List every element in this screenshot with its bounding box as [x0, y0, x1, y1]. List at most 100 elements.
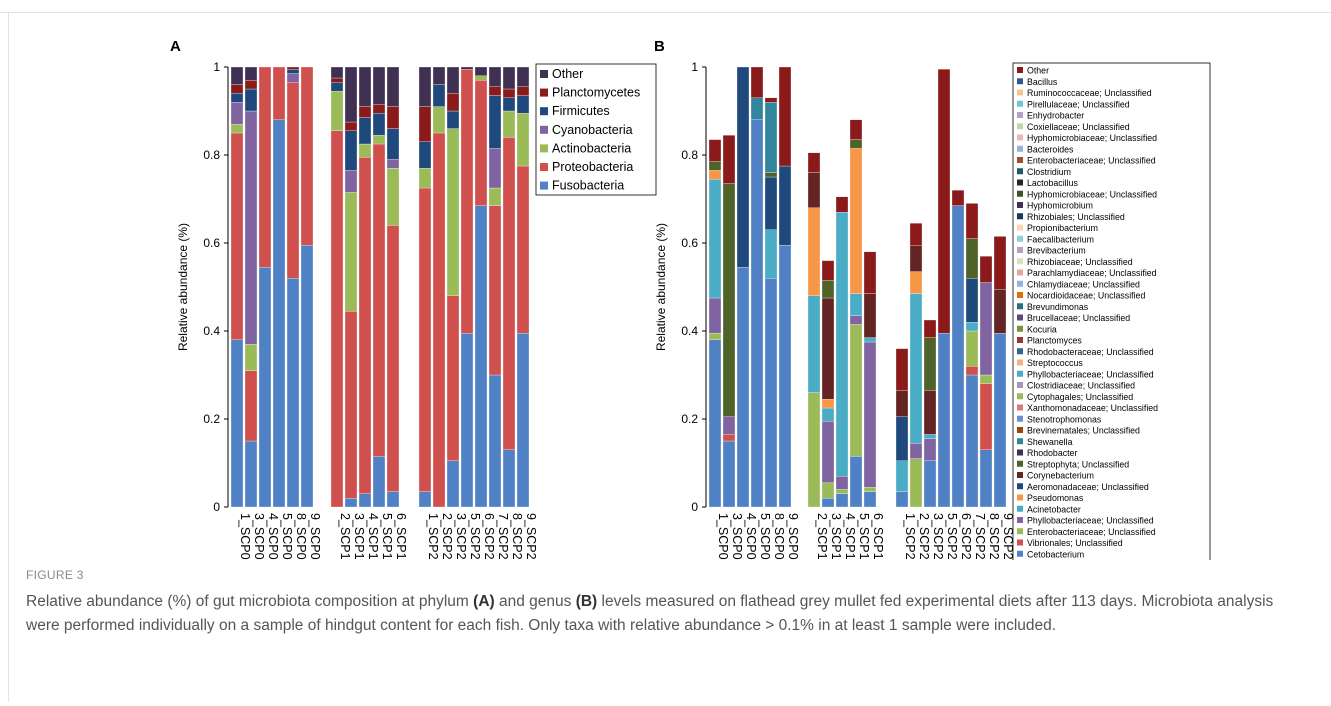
bar-segment-other [835, 196, 849, 213]
y-tick-label: 0.2 [203, 412, 220, 426]
legend-b-swatch [1017, 438, 1023, 445]
legend-b-swatch [1017, 382, 1023, 388]
legend-b-label: Bacteroides [1027, 144, 1074, 154]
legend-a-label: Cyanobacteria [552, 123, 633, 137]
bar-segment-firmicutes [286, 69, 300, 74]
bar-segment-fusobacteria [286, 278, 300, 508]
bar-segment-pseudomonas [849, 148, 863, 294]
bar-segment-actinobacteria [230, 124, 244, 134]
figure-caption: Relative abundance (%) of gut microbiota… [26, 590, 1306, 638]
bar-segment-corynebacterium [807, 172, 821, 208]
bar-segment-cyanobacteria [230, 102, 244, 125]
x-tick-label: 6_SCP20 [959, 513, 973, 560]
bar-segment-pseudomonas [909, 271, 923, 294]
bar-segment-proteobacteria [516, 165, 530, 334]
bar-segment-cetobacterium [835, 493, 849, 508]
y-axis-label: Relative abundance (%) [176, 223, 190, 351]
legend-a-label: Other [552, 67, 583, 81]
bar-segment-enterobacteriaceae-unclassified [909, 458, 923, 508]
bar-segment-other [386, 66, 400, 107]
bar-segment-planctomycetes [230, 84, 244, 94]
bar-segment-actinobacteria [372, 135, 386, 145]
x-tick-label: 5_SCP0 [758, 513, 772, 560]
bar-segment-proteobacteria [502, 137, 516, 450]
legend-b-swatch [1017, 427, 1023, 433]
bar-segment-planctomycetes [344, 121, 358, 131]
figure-label: FIGURE 3 [26, 568, 84, 582]
x-tick-label: 1_SCP0 [238, 513, 252, 560]
bar-segment-fusobacteria [230, 339, 244, 508]
legend-b-label: Aeromonadaceae; Unclassified [1027, 482, 1149, 492]
bar-segment-other [821, 260, 835, 281]
legend-b-label: Lactobacillus [1027, 178, 1078, 188]
frame-top-rule [0, 12, 1331, 13]
bar-segment-shewanella [750, 97, 764, 120]
legend-b-swatch [1017, 517, 1023, 523]
bar-segment-proteobacteria [330, 130, 344, 508]
bar-segment-acinetobacter [909, 293, 923, 444]
legend-b-swatch [1017, 449, 1023, 456]
bar-stack-9-scp0 [300, 66, 314, 508]
legend-b-label: Hyphomicrobium [1027, 201, 1093, 211]
legend-b-swatch [1017, 78, 1023, 85]
legend-a-swatch [540, 181, 548, 190]
bar-segment-planctomycetes [286, 66, 300, 70]
bar-segment-proteobacteria [258, 66, 272, 268]
legend-b-swatch [1017, 404, 1023, 411]
bar-segment-corynebacterium [821, 297, 835, 400]
x-tick-label: 6_SCP10 [394, 513, 408, 560]
bar-stack-3-scp20 [446, 66, 460, 508]
bar-segment-proteobacteria [460, 69, 474, 334]
legend-b-swatch [1017, 179, 1023, 186]
legend-b-label: Cytophagales; Unclassified [1027, 392, 1133, 402]
x-tick-label: 3_SCP20 [931, 513, 945, 560]
bar-segment-actinobacteria [446, 128, 460, 296]
legend-b-swatch [1017, 112, 1023, 118]
bar-segment-streptophyta-unclassified [722, 183, 736, 417]
bar-stack-2-scp10 [330, 66, 344, 508]
bar-segment-cetobacterium [923, 460, 937, 508]
legend-b-swatch [1017, 303, 1023, 310]
bar-segment-corynebacterium [923, 390, 937, 435]
bar-segment-phyllobacteriaceae-unclassified [835, 476, 849, 490]
caption-part-panel-a: (A) [473, 593, 495, 610]
bar-segment-proteobacteria [418, 187, 432, 492]
y-tick-label: 0.6 [203, 236, 220, 250]
x-tick-label: 5_SCP10 [380, 513, 394, 560]
x-tick-label: 4_SCP0 [744, 513, 758, 560]
bar-stack-7-scp20 [965, 203, 979, 508]
legend-b-swatch [1017, 224, 1023, 231]
y-tick-label: 0.6 [681, 236, 698, 250]
x-tick-label: 3_SCP10 [829, 513, 843, 560]
bar-segment-proteobacteria [488, 205, 502, 376]
legend-b-label: Streptophyta; Unclassified [1027, 459, 1129, 469]
bar-segment-streptophyta-unclassified [965, 238, 979, 279]
bar-segment-cyanobacteria [344, 170, 358, 193]
y-tick-label: 0 [213, 500, 220, 514]
legend-a-swatch [540, 125, 548, 134]
bar-segment-cyanobacteria [488, 148, 502, 189]
bar-segment-cetobacterium [778, 245, 792, 508]
bar-segment-aeromonadaceae-unclassified [895, 416, 909, 461]
caption-part-panel-b: (B) [575, 593, 598, 610]
bar-segment-proteobacteria [344, 311, 358, 499]
x-tick-label: 7_SCP20 [496, 513, 510, 560]
legend-b-label: Corynebacterium [1027, 471, 1094, 481]
legend-b-swatch [1017, 393, 1023, 400]
panel-b-chart: B 0 0.2 0.4 0.6 0.8 1 Relative abundance (%) 1_S… [654, 38, 1211, 560]
bar-segment-planctomycetes [516, 86, 530, 96]
bar-stack-4-scp0 [258, 66, 272, 508]
x-tick-label: 2_SCP20 [440, 513, 454, 560]
x-tick-label: 3_SCP0 [730, 513, 744, 560]
bar-stack-4-scp10 [358, 66, 372, 508]
bar-segment-other [418, 66, 432, 107]
bar-segment-other [446, 66, 460, 94]
legend-b-swatch [1017, 550, 1023, 557]
x-tick-label: 9_SCP20 [524, 513, 538, 560]
bar-segment-other [979, 256, 993, 283]
legend-b-swatch [1017, 168, 1023, 175]
bar-segment-other [937, 69, 951, 334]
bar-segment-fusobacteria [474, 205, 488, 508]
bar-segment-planctomycetes [244, 80, 258, 90]
bar-segment-proteobacteria [358, 157, 372, 494]
